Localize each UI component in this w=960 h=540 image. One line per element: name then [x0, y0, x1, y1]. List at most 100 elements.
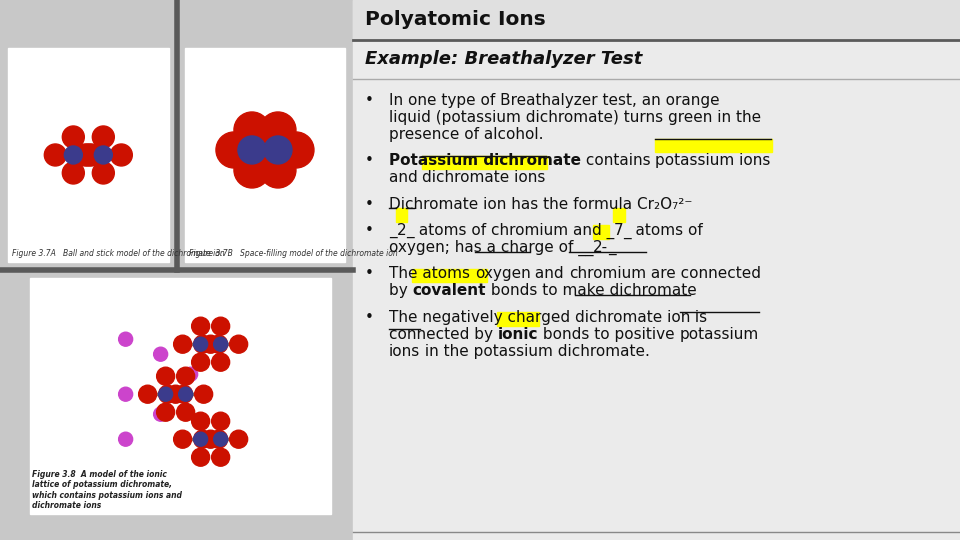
- Text: 2: 2: [396, 223, 406, 238]
- Bar: [592, 225, 610, 239]
- Circle shape: [175, 385, 193, 403]
- Circle shape: [177, 403, 195, 421]
- Text: ionic: ionic: [497, 327, 539, 342]
- Text: Dichromate ion has the formula Cr₂O₇²⁻: Dichromate ion has the formula Cr₂O₇²⁻: [389, 197, 692, 212]
- Circle shape: [138, 385, 156, 403]
- Text: and: and: [531, 266, 569, 281]
- Text: Example: Breathalyzer Test: Example: Breathalyzer Test: [365, 50, 642, 69]
- Bar: [353, 0, 960, 540]
- Circle shape: [192, 353, 209, 371]
- Circle shape: [174, 430, 192, 448]
- Text: oxygen: oxygen: [474, 266, 531, 281]
- Circle shape: [62, 126, 84, 148]
- Text: _: _: [406, 223, 414, 238]
- Text: Figure 3.7A   Ball and stick model of the dichromate ion: Figure 3.7A Ball and stick model of the …: [12, 249, 225, 258]
- Text: in the potassium dichromate.: in the potassium dichromate.: [420, 343, 650, 359]
- Text: •: •: [365, 223, 374, 238]
- Text: 2-: 2-: [593, 240, 609, 255]
- Text: dichromate ion: dichromate ion: [575, 309, 690, 325]
- Text: Polyatomic Ions: Polyatomic Ions: [365, 10, 546, 30]
- Circle shape: [119, 332, 132, 346]
- Text: In one type of Breathalyzer test, an orange: In one type of Breathalyzer test, an ora…: [389, 93, 719, 108]
- Circle shape: [64, 146, 83, 164]
- Circle shape: [194, 335, 211, 353]
- Text: The atoms: The atoms: [389, 266, 474, 281]
- Circle shape: [158, 385, 177, 403]
- Text: •: •: [365, 93, 374, 108]
- Circle shape: [94, 146, 112, 164]
- Text: •: •: [365, 197, 374, 212]
- Circle shape: [183, 367, 198, 381]
- Circle shape: [260, 112, 296, 148]
- Circle shape: [74, 144, 96, 166]
- Circle shape: [278, 132, 314, 168]
- Circle shape: [192, 317, 209, 335]
- Text: liquid (potassium dichromate) turns green in the: liquid (potassium dichromate) turns gree…: [389, 110, 761, 125]
- Circle shape: [174, 335, 192, 353]
- Bar: [8, 48, 169, 262]
- Text: presence of alcohol.: presence of alcohol.: [389, 127, 543, 142]
- Text: and: and: [389, 170, 422, 185]
- Circle shape: [194, 337, 207, 351]
- Text: are connected: are connected: [646, 266, 761, 281]
- Bar: [184, 48, 346, 262]
- Circle shape: [229, 430, 248, 448]
- Circle shape: [119, 432, 132, 446]
- Text: •: •: [365, 266, 374, 281]
- Circle shape: [214, 337, 228, 351]
- Circle shape: [264, 136, 292, 164]
- Circle shape: [238, 136, 266, 164]
- Circle shape: [154, 347, 168, 361]
- Circle shape: [194, 432, 207, 446]
- Circle shape: [229, 335, 248, 353]
- Text: chromium: chromium: [569, 266, 646, 281]
- Circle shape: [234, 112, 270, 148]
- Circle shape: [154, 407, 168, 421]
- Circle shape: [209, 335, 228, 353]
- Text: •: •: [365, 153, 374, 168]
- Circle shape: [242, 132, 278, 168]
- Bar: [30, 278, 331, 514]
- Circle shape: [192, 412, 209, 430]
- Circle shape: [62, 162, 84, 184]
- Circle shape: [252, 132, 288, 168]
- Circle shape: [167, 385, 184, 403]
- Text: potassium ions: potassium ions: [656, 153, 771, 168]
- Circle shape: [260, 152, 296, 188]
- Text: connected by: connected by: [389, 327, 497, 342]
- Bar: [412, 269, 487, 282]
- Text: contains: contains: [581, 153, 656, 168]
- Bar: [396, 208, 407, 222]
- Text: is: is: [690, 309, 708, 325]
- Bar: [655, 139, 772, 152]
- Bar: [0, 0, 353, 540]
- Circle shape: [247, 132, 283, 168]
- Text: _: _: [609, 240, 616, 255]
- Circle shape: [179, 387, 193, 401]
- Text: atoms of chromium and _: atoms of chromium and _: [414, 223, 614, 239]
- Circle shape: [44, 144, 66, 166]
- Circle shape: [92, 162, 114, 184]
- Text: by: by: [389, 284, 413, 298]
- Circle shape: [211, 317, 229, 335]
- Text: Potassium dichromate: Potassium dichromate: [389, 153, 581, 168]
- Circle shape: [234, 152, 270, 188]
- Text: The negatively charged: The negatively charged: [389, 309, 575, 325]
- Text: 7: 7: [614, 223, 624, 238]
- Circle shape: [192, 448, 209, 466]
- Circle shape: [158, 387, 173, 401]
- Circle shape: [81, 144, 103, 166]
- Circle shape: [156, 403, 175, 421]
- Circle shape: [119, 387, 132, 401]
- Circle shape: [195, 385, 212, 403]
- Circle shape: [216, 132, 252, 168]
- Circle shape: [209, 430, 228, 448]
- Bar: [613, 208, 625, 222]
- Text: _ atoms of: _ atoms of: [624, 223, 704, 239]
- Circle shape: [214, 432, 228, 446]
- Circle shape: [156, 367, 175, 385]
- Text: ions: ions: [389, 343, 420, 359]
- Bar: [497, 312, 540, 326]
- Circle shape: [92, 126, 114, 148]
- Text: bonds to make dichromate: bonds to make dichromate: [486, 284, 697, 298]
